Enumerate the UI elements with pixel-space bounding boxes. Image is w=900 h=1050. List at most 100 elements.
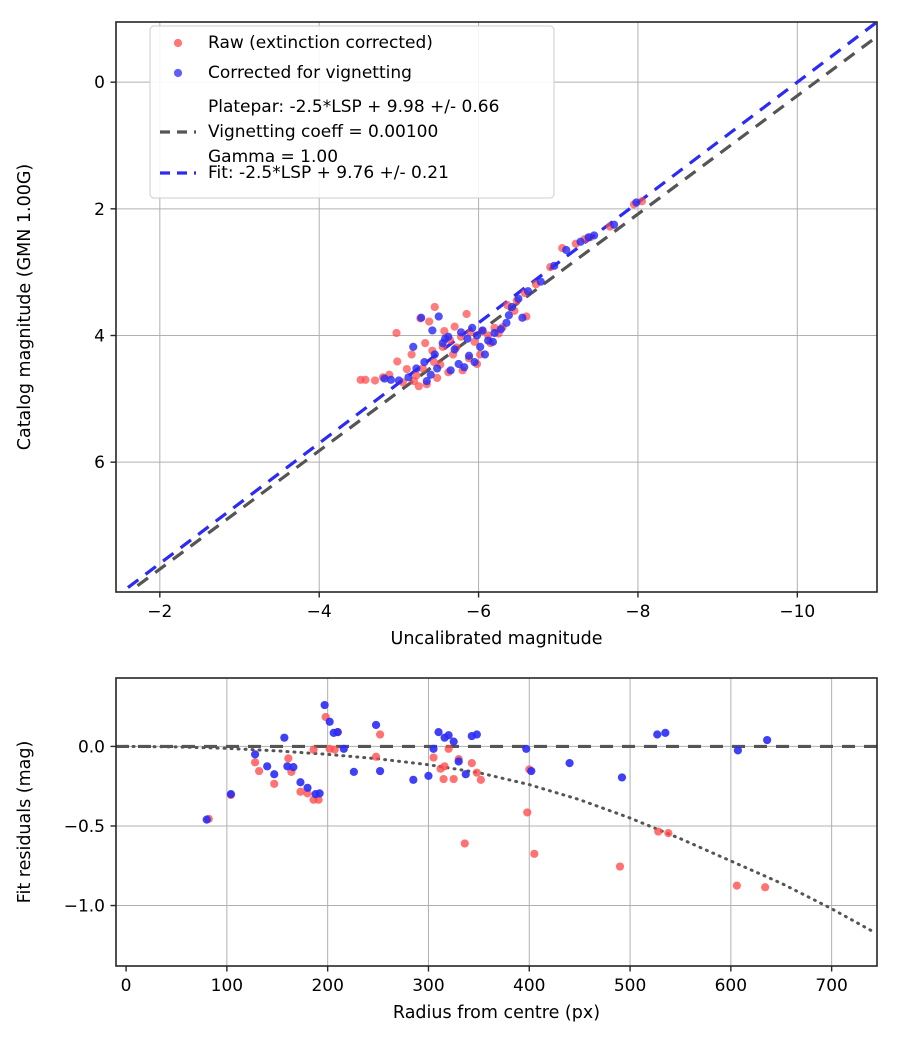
- x-tick-label: 600: [715, 976, 747, 996]
- data-point: [446, 366, 455, 375]
- data-point: [430, 350, 439, 359]
- data-point: [426, 370, 435, 379]
- y-tick-label: 0: [94, 73, 105, 93]
- data-point: [430, 302, 439, 312]
- vignetting-curve: [124, 744, 874, 933]
- data-point: [476, 775, 485, 784]
- residuals-scatter-panel: 0 100 200 300 400 500 600 700 0.0 −0.5 −1.0 Radius …: [15, 677, 878, 1023]
- x-tick-label: −2: [147, 602, 172, 622]
- data-point: [371, 752, 381, 761]
- legend-label: Fit: -2.5*LSP + 9.76 +/- 0.21: [208, 163, 449, 183]
- legend-label: Vignetting coeff = 0.00100: [208, 122, 438, 142]
- x-tick-label: −4: [307, 602, 332, 622]
- data-point: [330, 745, 339, 754]
- data-point: [402, 364, 411, 374]
- data-point: [615, 862, 625, 871]
- data-point: [289, 763, 298, 772]
- data-point: [303, 783, 312, 792]
- data-point: [325, 717, 334, 726]
- legend-label: Platepar: -2.5*LSP + 9.98 +/- 0.66: [208, 97, 499, 117]
- y-tick-label: 6: [94, 453, 105, 473]
- x-tick-label: 200: [311, 976, 343, 996]
- data-point: [462, 309, 471, 319]
- data-point: [428, 326, 437, 335]
- data-point: [518, 313, 527, 322]
- data-point: [514, 294, 523, 303]
- data-point: [250, 750, 260, 759]
- data-point: [460, 363, 469, 372]
- data-point: [562, 245, 571, 255]
- data-point: [421, 339, 430, 348]
- data-point: [470, 337, 479, 346]
- x-tick-label: 300: [412, 976, 444, 996]
- data-point: [454, 757, 463, 766]
- data-point: [226, 790, 236, 799]
- data-point: [250, 758, 260, 767]
- data-point: [450, 345, 459, 354]
- data-point: [490, 328, 499, 338]
- data-point: [434, 727, 443, 737]
- data-point: [464, 351, 474, 360]
- data-point: [467, 759, 476, 768]
- data-point: [434, 312, 443, 321]
- data-point: [536, 277, 545, 286]
- data-point: [339, 744, 348, 753]
- data-point: [333, 727, 342, 737]
- data-point: [414, 382, 423, 391]
- data-point: [420, 358, 429, 367]
- legend-box: [149, 25, 555, 199]
- data-point: [617, 773, 627, 782]
- y-tick-label: 0.0: [78, 737, 105, 757]
- data-point: [472, 768, 481, 777]
- data-point: [590, 231, 599, 240]
- x-tick-label: −6: [466, 602, 491, 622]
- data-point: [375, 730, 385, 739]
- data-point: [460, 839, 469, 848]
- data-point: [417, 313, 426, 322]
- data-point: [296, 787, 305, 796]
- x-tick-label: 100: [211, 976, 243, 996]
- legend-label: Gamma = 1.00: [208, 147, 338, 167]
- data-point: [394, 376, 403, 385]
- data-point: [550, 261, 559, 270]
- x-tick-label: −10: [779, 602, 815, 622]
- legend-marker: [173, 38, 183, 48]
- data-point: [270, 779, 279, 788]
- data-point: [444, 731, 453, 740]
- data-point: [761, 883, 770, 892]
- data-point: [425, 317, 434, 326]
- data-point: [296, 778, 305, 787]
- data-point: [441, 334, 450, 343]
- data-point: [565, 759, 574, 768]
- y-axis-label: Catalog magnitude (GMN 1.00G): [15, 164, 35, 451]
- legend-marker: [173, 68, 183, 78]
- data-point: [523, 287, 533, 296]
- data-point: [661, 728, 670, 737]
- data-point: [463, 334, 472, 343]
- data-point: [527, 766, 536, 776]
- data-point: [202, 815, 211, 824]
- x-tick-label: 400: [513, 976, 545, 996]
- data-point: [409, 342, 418, 351]
- y-tick-label: −1.0: [64, 897, 105, 917]
- data-point: [356, 375, 365, 384]
- data-point: [470, 358, 479, 367]
- data-point: [424, 771, 433, 780]
- data-point: [309, 745, 318, 754]
- data-point: [664, 829, 673, 838]
- y-axis-label: Fit residuals (mag): [15, 741, 35, 904]
- data-point: [429, 753, 438, 762]
- data-point: [270, 770, 279, 779]
- series-corrected: [380, 198, 641, 386]
- data-point: [433, 364, 442, 373]
- data-point: [523, 808, 532, 817]
- data-point: [440, 762, 449, 771]
- series-corrected: [202, 700, 772, 824]
- data-point: [763, 735, 772, 745]
- fit-line: [126, 22, 877, 589]
- legend: Raw (extinction corrected) Corrected for …: [149, 25, 555, 199]
- data-point: [461, 770, 470, 779]
- x-tick-label: 0: [121, 976, 132, 996]
- data-point: [480, 350, 490, 359]
- data-point: [393, 357, 402, 366]
